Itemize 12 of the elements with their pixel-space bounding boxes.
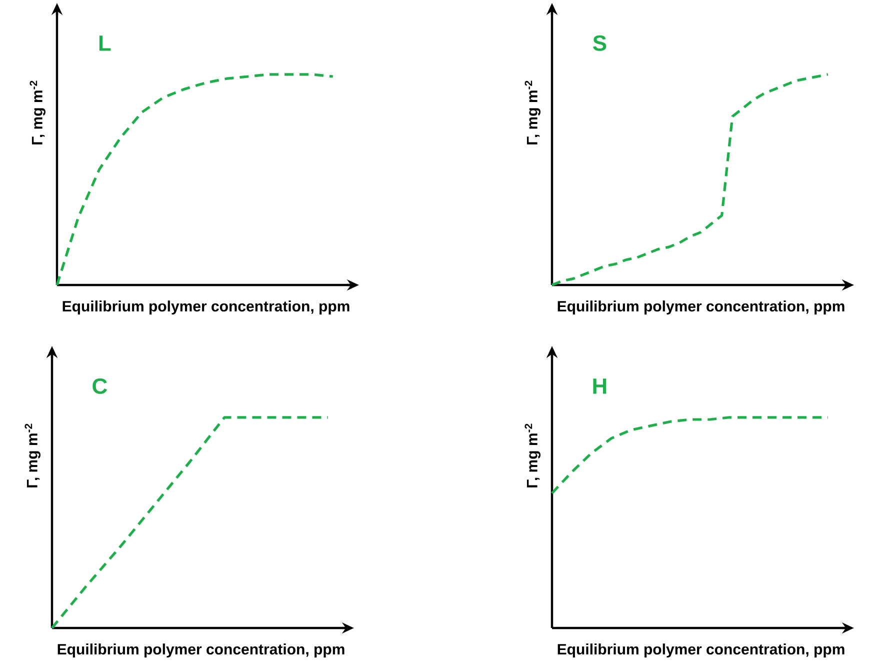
x-axis-title: Equilibrium polymer concentration, ppm	[558, 300, 844, 315]
x-axis-title: Equilibrium polymer concentration, ppm	[62, 300, 350, 315]
y-axis-title: Γ, mg m$^{-2}$	[30, 80, 46, 144]
chart-title: H	[593, 378, 606, 394]
chart-title: C	[92, 378, 108, 394]
y-axis-title: Γ, mg m$^{-2}$	[524, 424, 540, 488]
x-axis-title: Equilibrium polymer concentration, ppm	[558, 644, 844, 658]
y-axis-title: Γ, mg m$^{-2}$	[524, 80, 540, 144]
chart-title: L	[99, 36, 111, 51]
chart-title: S	[592, 35, 606, 51]
x-axis-title: Equilibrium polymer concentration, ppm	[58, 644, 344, 658]
y-axis-title: Γ, mg m$^{-2}$	[24, 424, 40, 488]
